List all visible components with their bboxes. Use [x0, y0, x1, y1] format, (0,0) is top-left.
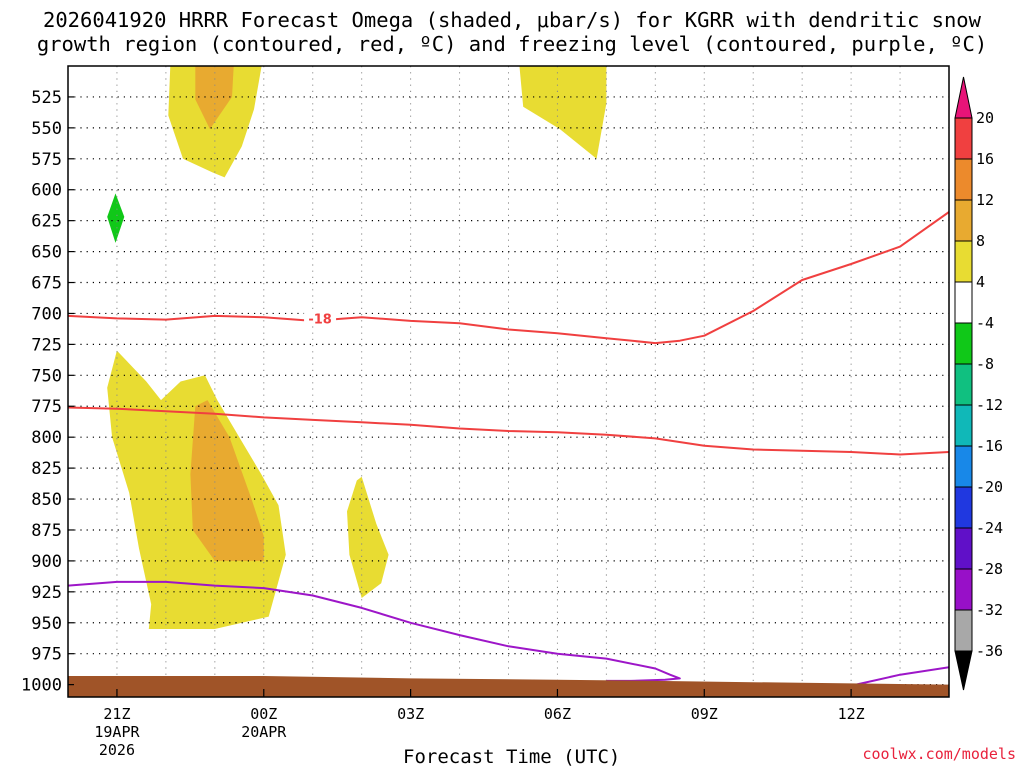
x-tick-label: 00Z	[250, 705, 277, 723]
colorbar-label: -20	[976, 478, 1003, 496]
y-tick-label: 925	[31, 583, 62, 603]
freezing-level-contour-3	[855, 666, 949, 686]
colorbar-segment	[954, 527, 973, 570]
colorbar-label: -4	[976, 314, 994, 332]
contour-label: -18	[308, 312, 332, 327]
freezing-level-contour-2	[68, 580, 681, 682]
y-tick-label: 900	[31, 552, 62, 572]
colorbar-segment	[954, 609, 973, 652]
y-tick-label: 800	[31, 428, 62, 448]
colorbar-segment	[954, 240, 973, 283]
colorbar-label: -24	[976, 519, 1003, 537]
x-tick-label: 03Z	[397, 705, 424, 723]
y-tick-label: 725	[31, 335, 62, 355]
plot-area: -18	[68, 66, 949, 697]
omega-shaded-region-5	[347, 476, 389, 598]
contour-label-bg	[304, 309, 337, 326]
y-tick-label: 550	[31, 119, 62, 139]
y-tick-label: 850	[31, 490, 62, 510]
x-tick-year-label: 2026	[99, 741, 135, 759]
dendritic-isotherm-contour-1	[68, 406, 949, 456]
colorbar-label: -36	[976, 642, 1003, 660]
colorbar-segment	[954, 404, 973, 447]
colorbar-label: -28	[976, 560, 1003, 578]
colorbar-over-triangle	[954, 76, 973, 119]
x-tick-date-label: 19APR	[94, 723, 140, 741]
chart-title-line-2: growth region (contoured, red, ºC) and f…	[36, 32, 988, 56]
y-tick-label: 1000	[21, 676, 62, 696]
terrain-fill	[68, 676, 949, 697]
x-tick-label: 06Z	[544, 705, 571, 723]
colorbar-label: 8	[976, 232, 985, 250]
y-tick-label: 525	[31, 88, 62, 108]
colorbar-label: 20	[976, 109, 994, 127]
y-tick-label: 775	[31, 397, 62, 417]
y-tick-label: 975	[31, 645, 62, 665]
y-tick-label: 825	[31, 459, 62, 479]
colorbar-segment	[954, 158, 973, 201]
colorbar-label: -16	[976, 437, 1003, 455]
x-axis-title: Forecast Time (UTC)	[403, 746, 621, 768]
colorbar-segment	[954, 199, 973, 242]
y-tick-label: 675	[31, 274, 62, 294]
colorbar-segment	[954, 322, 973, 365]
colorbar-label: -8	[976, 355, 994, 373]
x-tick-label: 12Z	[838, 705, 865, 723]
colorbar-label: 16	[976, 150, 994, 168]
y-tick-label: 950	[31, 614, 62, 634]
x-tick-date-label: 20APR	[241, 723, 287, 741]
colorbar-segment	[954, 445, 973, 488]
x-tick-label: 21Z	[103, 705, 130, 723]
y-tick-label: 700	[31, 304, 62, 324]
y-tick-label: 600	[31, 181, 62, 201]
colorbar-segment	[954, 568, 973, 611]
plot-frame	[67, 65, 950, 698]
y-tick-label: 625	[31, 212, 62, 232]
colorbar-label: -12	[976, 396, 1003, 414]
y-tick-label: 575	[31, 150, 62, 170]
y-tick-label: 650	[31, 243, 62, 263]
chart-title-line-1: 2026041920 HRRR Forecast Omega (shaded, …	[43, 8, 981, 32]
omega-shaded-region-2	[519, 66, 607, 159]
colorbar-segment	[954, 363, 973, 406]
colorbar-segment	[954, 117, 973, 160]
y-tick-label: 875	[31, 521, 62, 541]
dendritic-isotherm-contour-0	[68, 211, 949, 345]
x-tick-label: 09Z	[691, 705, 718, 723]
colorbar-segment	[954, 486, 973, 529]
omega-shaded-region-4	[190, 400, 264, 561]
colorbar-label: 12	[976, 191, 994, 209]
omega-shaded-region-6	[107, 193, 125, 243]
colorbar-label: 4	[976, 273, 985, 291]
colorbar-label: -32	[976, 601, 1003, 619]
colorbar-under-triangle	[954, 650, 973, 691]
credit-link[interactable]: coolwx.com/models	[862, 745, 1016, 763]
colorbar-segment	[954, 281, 973, 324]
y-tick-label: 750	[31, 366, 62, 386]
